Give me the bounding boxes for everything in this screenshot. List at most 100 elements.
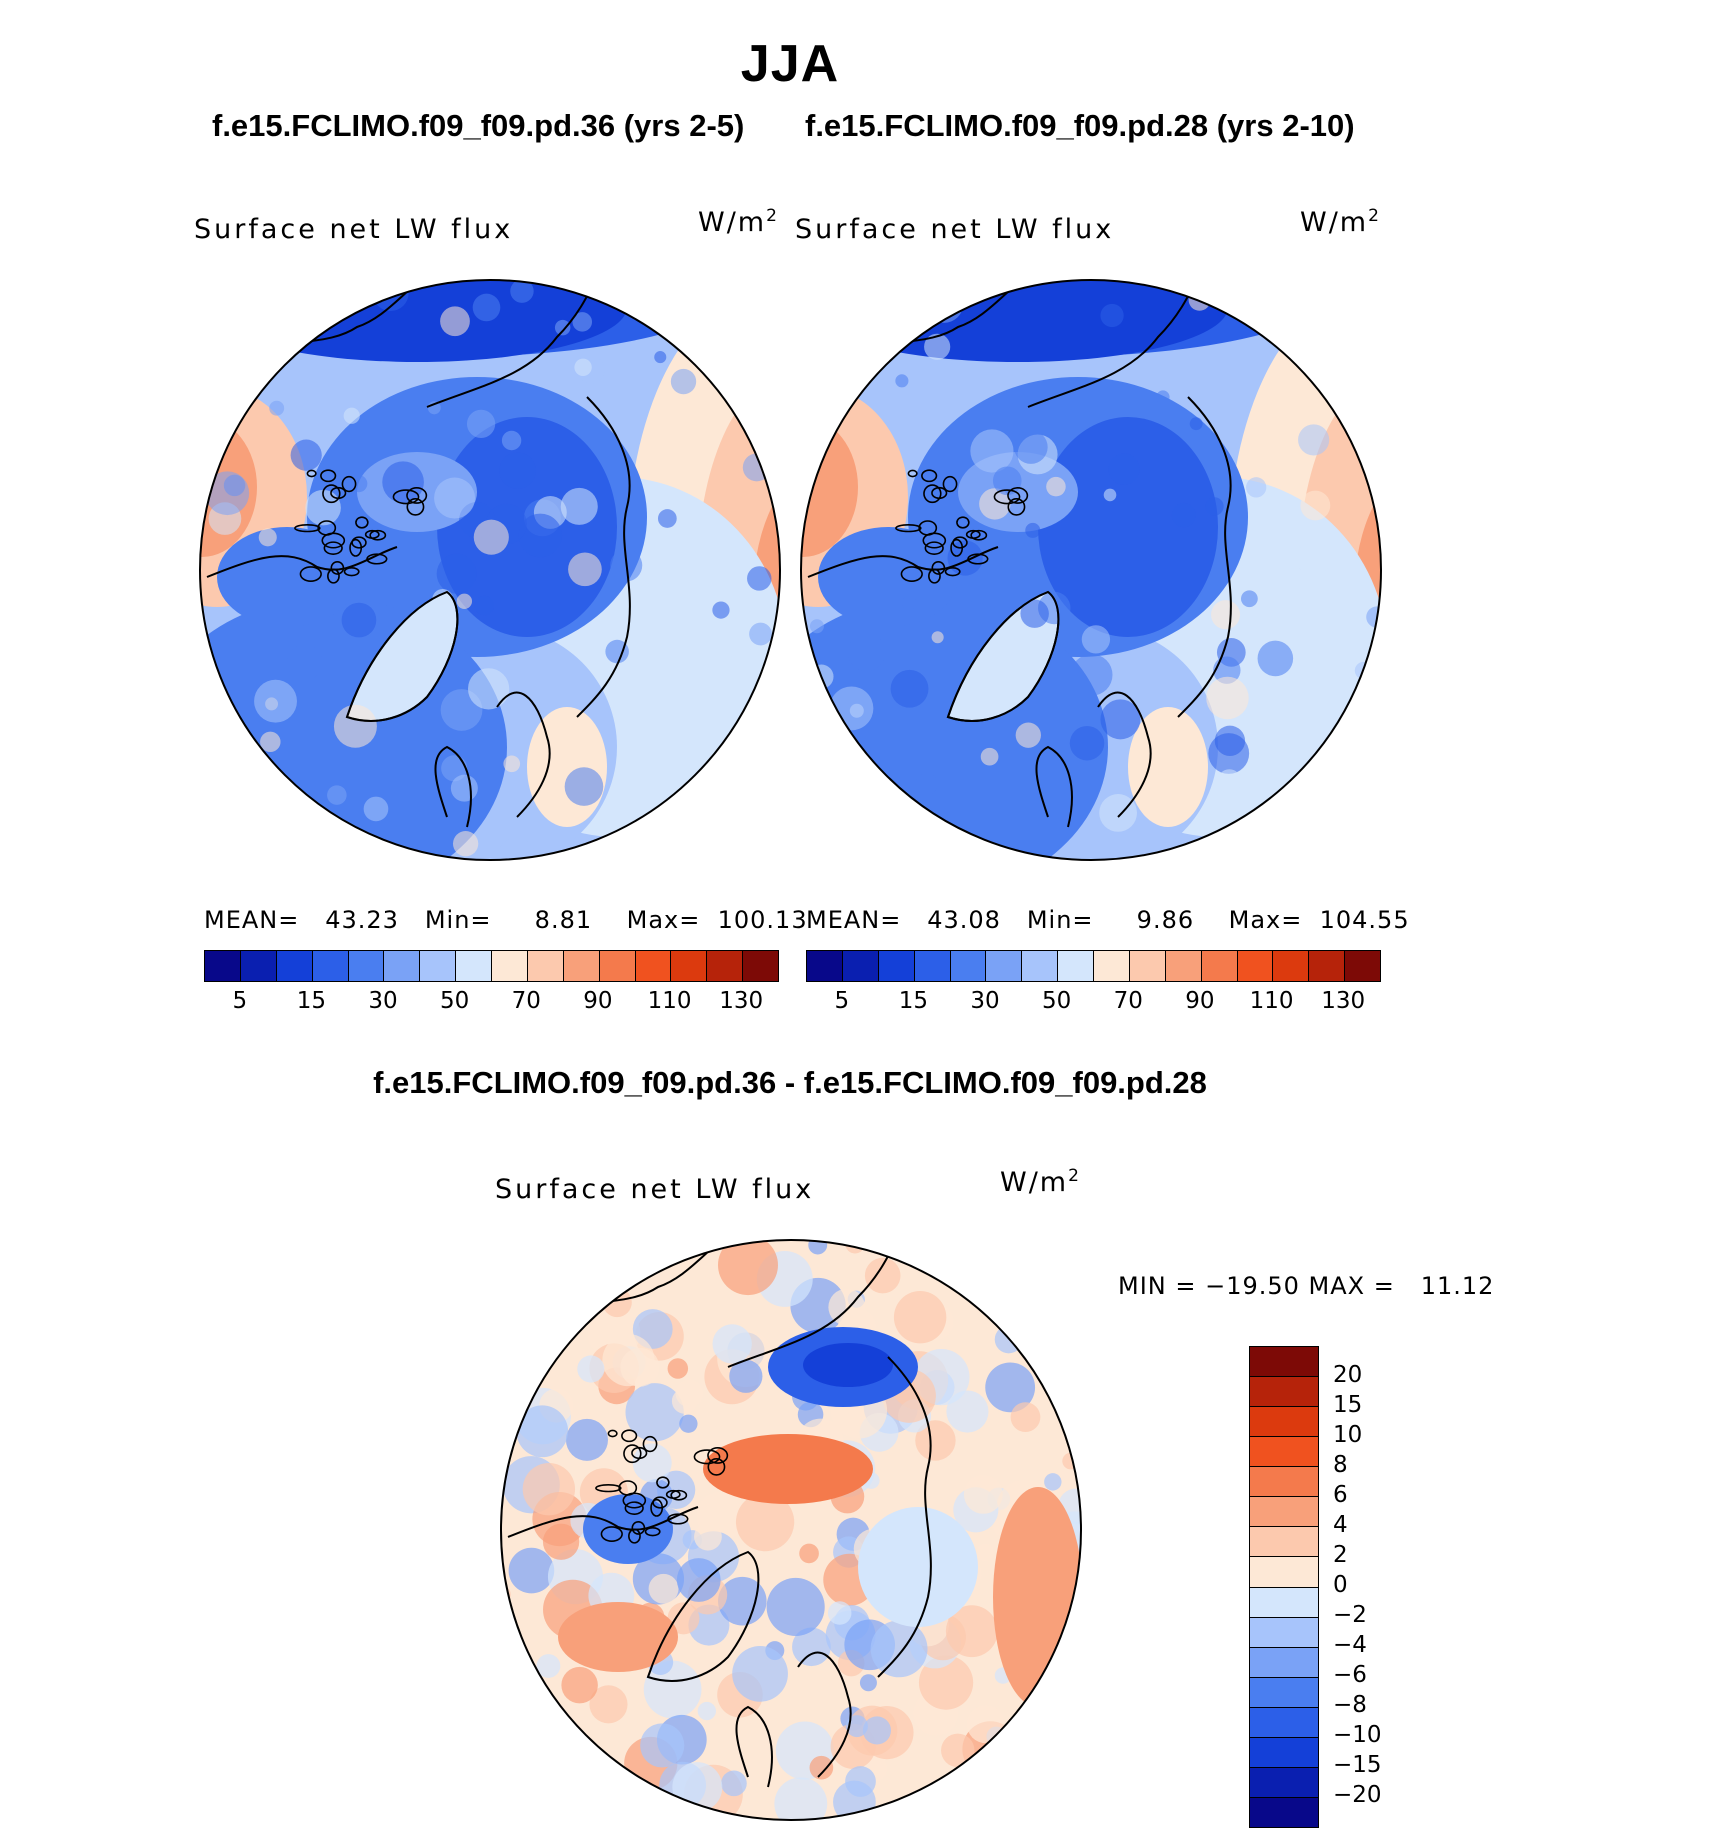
- colorbar-swatch: [384, 951, 421, 981]
- colorbar-tick-label: −2: [1333, 1602, 1367, 1628]
- case1-label: f.e15.FCLIMO.f09_f09.pd.36 (yrs 2-5): [212, 108, 745, 143]
- map-field: [801, 280, 1381, 860]
- colorbar-tick-label: 50: [440, 988, 470, 1014]
- colorbar-swatch: [1250, 1557, 1318, 1588]
- colorbar-swatch: [1250, 1797, 1318, 1827]
- colorbar-tick-label: 70: [511, 988, 541, 1014]
- colorbar-swatch: [1129, 951, 1166, 981]
- colorbar-swatch: [635, 951, 672, 981]
- colorbar-swatch: [743, 951, 778, 981]
- case2-label: f.e15.FCLIMO.f09_f09.pd.28 (yrs 2-10): [805, 108, 1355, 143]
- colorbar-tick-label: 90: [1185, 988, 1215, 1014]
- colorbar-swatch: [1250, 1527, 1318, 1558]
- colorbar-tick-label: 5: [232, 988, 248, 1014]
- colorbar-swatch: [1250, 1437, 1318, 1468]
- colorbar-swatch: [1022, 951, 1059, 981]
- colorbar-tick-label: 15: [1333, 1392, 1363, 1418]
- colorbar-tick-label: −4: [1333, 1632, 1367, 1658]
- colorbar-swatch: [1201, 951, 1238, 981]
- colorbar-swatch: [563, 951, 600, 981]
- panel2-colorbar-ticks: 5 15 30 50 70 90 110 130: [806, 988, 1379, 1018]
- colorbar-swatch: [1058, 951, 1094, 981]
- colorbar-tick-label: 130: [719, 988, 764, 1014]
- colorbar-tick-label: −10: [1333, 1722, 1382, 1748]
- colorbar-swatch: [599, 951, 636, 981]
- colorbar-tick-label: 6: [1333, 1482, 1348, 1508]
- panel3-units: W/m2: [1000, 1166, 1081, 1198]
- colorbar-tick-label: 0: [1333, 1572, 1348, 1598]
- colorbar-tick-label: −8: [1333, 1692, 1367, 1718]
- colorbar-tick-label: 110: [1249, 988, 1294, 1014]
- map-boundary: [500, 1239, 1082, 1821]
- map-field: [501, 1240, 1081, 1820]
- panel1-colorbar: [204, 950, 779, 982]
- colorbar-swatch: [950, 951, 987, 981]
- colorbar-swatch: [312, 951, 349, 981]
- colorbar-swatch: [1250, 1647, 1318, 1678]
- colorbar-swatch: [1250, 1587, 1318, 1618]
- colorbar-swatch: [1250, 1377, 1318, 1408]
- colorbar-swatch: [1250, 1677, 1318, 1708]
- colorbar-tick-label: 4: [1333, 1512, 1348, 1538]
- colorbar-swatch: [276, 951, 313, 981]
- map-field: [200, 280, 780, 860]
- colorbar-swatch: [986, 951, 1023, 981]
- panel3-stats: MIN = −19.50 MAX = 11.12: [1118, 1272, 1495, 1300]
- colorbar-swatch: [1094, 951, 1130, 981]
- colorbar-tick-label: −20: [1333, 1782, 1382, 1808]
- panel3-colorbar-ticks: 20 15 10 8 6 4 2 0 −2 −4 −6 −8 −10 −15 −20: [1333, 1346, 1433, 1826]
- map-boundary: [800, 279, 1382, 861]
- colorbar-swatch: [1309, 951, 1346, 981]
- colorbar-tick-label: 10: [1333, 1422, 1363, 1448]
- panel2-variable: Surface net LW flux: [795, 214, 1115, 245]
- colorbar-swatch: [671, 951, 708, 981]
- colorbar-swatch: [527, 951, 564, 981]
- colorbar-swatch: [1345, 951, 1380, 981]
- colorbar-swatch: [807, 951, 843, 981]
- colorbar-tick-label: 2: [1333, 1542, 1348, 1568]
- panel2-polar-map: [800, 279, 1382, 861]
- colorbar-tick-label: −6: [1333, 1662, 1367, 1688]
- colorbar-tick-label: 5: [834, 988, 850, 1014]
- colorbar-swatch: [1250, 1617, 1318, 1648]
- colorbar-swatch: [1165, 951, 1202, 981]
- colorbar-tick-label: 50: [1042, 988, 1072, 1014]
- colorbar-swatch: [492, 951, 528, 981]
- panel1-variable: Surface net LW flux: [194, 214, 514, 245]
- colorbar-swatch: [1250, 1707, 1318, 1738]
- colorbar-swatch: [707, 951, 744, 981]
- colorbar-swatch: [878, 951, 915, 981]
- colorbar-swatch: [1273, 951, 1310, 981]
- colorbar-swatch: [1250, 1467, 1318, 1498]
- colorbar-tick-label: 70: [1113, 988, 1143, 1014]
- colorbar-swatch: [1237, 951, 1274, 981]
- panel3-colorbar: [1249, 1346, 1319, 1828]
- colorbar-swatch: [1250, 1347, 1318, 1378]
- colorbar-swatch: [1250, 1497, 1318, 1528]
- panel1-stats: MEAN= 43.23 Min= 8.81 Max= 100.13: [204, 906, 808, 934]
- map-boundary: [199, 279, 781, 861]
- panel2-units: W/m2: [1300, 206, 1381, 238]
- panel1-units: W/m2: [698, 206, 779, 238]
- colorbar-tick-label: 30: [368, 988, 398, 1014]
- colorbar-tick-label: 15: [898, 988, 929, 1014]
- colorbar-swatch: [348, 951, 385, 981]
- panel2-stats: MEAN= 43.08 Min= 9.86 Max= 104.55: [806, 906, 1410, 934]
- colorbar-tick-label: 130: [1321, 988, 1366, 1014]
- panel1-polar-map: [199, 279, 781, 861]
- panel2-colorbar: [806, 950, 1381, 982]
- figure-title: JJA: [740, 35, 840, 93]
- colorbar-tick-label: 90: [583, 988, 613, 1014]
- colorbar-swatch: [205, 951, 241, 981]
- colorbar-swatch: [240, 951, 277, 981]
- colorbar-swatch: [1250, 1737, 1318, 1768]
- colorbar-tick-label: 30: [970, 988, 1000, 1014]
- colorbar-tick-label: 15: [296, 988, 327, 1014]
- colorbar-swatch: [420, 951, 457, 981]
- colorbar-swatch: [842, 951, 879, 981]
- difference-title: f.e15.FCLIMO.f09_f09.pd.36 - f.e15.FCLIM…: [373, 1065, 1207, 1100]
- panel1-colorbar-ticks: 5 15 30 50 70 90 110 130: [204, 988, 777, 1018]
- panel3-variable: Surface net LW flux: [495, 1174, 815, 1205]
- colorbar-tick-label: 8: [1333, 1452, 1348, 1478]
- panel3-difference-map: [500, 1239, 1082, 1821]
